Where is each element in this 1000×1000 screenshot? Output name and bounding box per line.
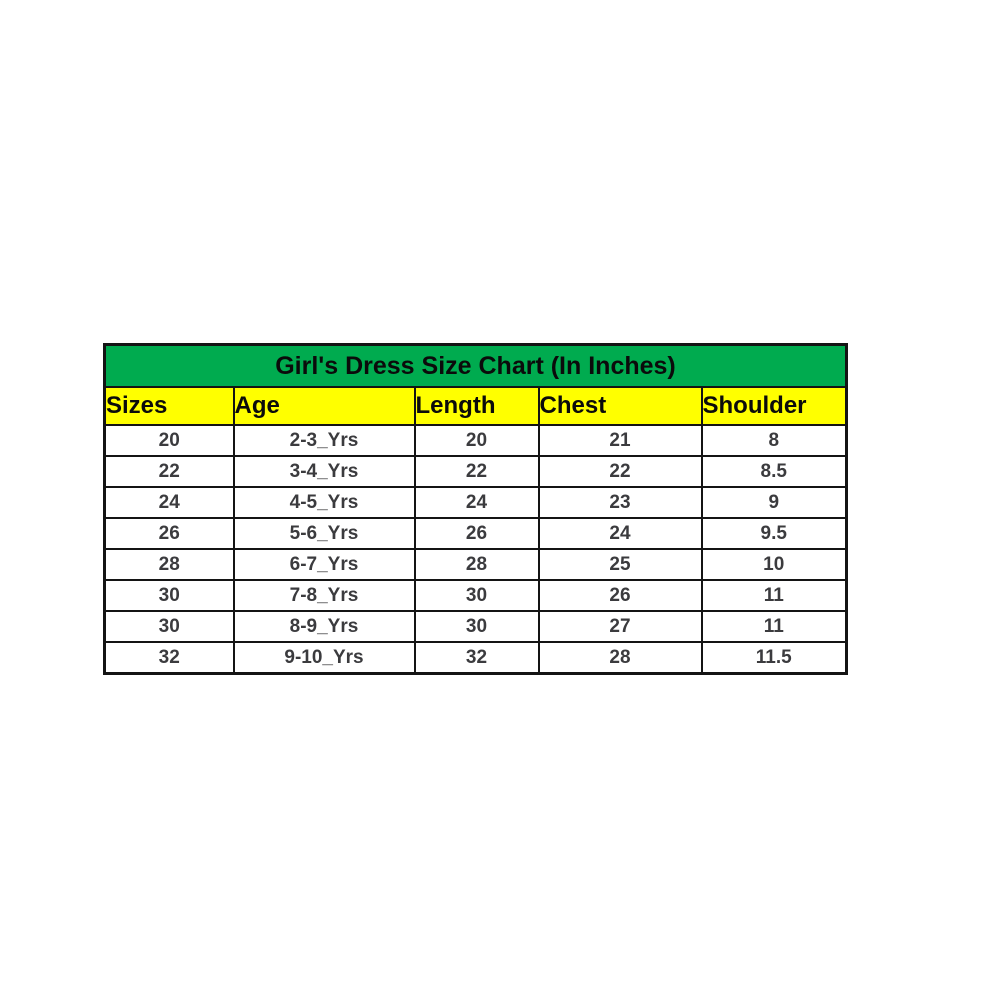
size-cell: 32 xyxy=(103,641,235,675)
table-row: 32 9-10_Yrs 32 28 11.5 xyxy=(103,641,848,675)
size-cell: 30 xyxy=(103,610,235,643)
chest-cell: 25 xyxy=(537,548,703,581)
shoulder-cell: 8.5 xyxy=(700,455,848,488)
table-row: 30 8-9_Yrs 30 27 11 xyxy=(103,610,848,643)
age-cell: 9-10_Yrs xyxy=(232,641,416,675)
shoulder-cell: 11 xyxy=(700,579,848,612)
size-cell: 30 xyxy=(103,579,235,612)
shoulder-cell: 11.5 xyxy=(700,641,848,675)
chest-cell: 28 xyxy=(537,641,703,675)
chest-cell: 21 xyxy=(537,424,703,457)
table-row: 20 2-3_Yrs 20 21 8 xyxy=(103,424,848,457)
length-cell: 24 xyxy=(413,486,540,519)
size-cell: 20 xyxy=(103,424,235,457)
column-header-age: Age xyxy=(232,386,416,426)
length-cell: 22 xyxy=(413,455,540,488)
column-header-sizes: Sizes xyxy=(103,386,235,426)
table-row: 22 3-4_Yrs 22 22 8.5 xyxy=(103,455,848,488)
size-chart-table: Girl's Dress Size Chart (In Inches) Size… xyxy=(103,343,848,675)
header-row: Sizes Age Length Chest Shoulder xyxy=(103,386,848,426)
column-header-chest: Chest xyxy=(537,386,703,426)
shoulder-cell: 8 xyxy=(700,424,848,457)
age-cell: 7-8_Yrs xyxy=(232,579,416,612)
shoulder-cell: 9 xyxy=(700,486,848,519)
shoulder-cell: 9.5 xyxy=(700,517,848,550)
length-cell: 30 xyxy=(413,579,540,612)
shoulder-cell: 10 xyxy=(700,548,848,581)
length-cell: 30 xyxy=(413,610,540,643)
size-cell: 22 xyxy=(103,455,235,488)
table-row: 24 4-5_Yrs 24 23 9 xyxy=(103,486,848,519)
chest-cell: 22 xyxy=(537,455,703,488)
table-row: 28 6-7_Yrs 28 25 10 xyxy=(103,548,848,581)
length-cell: 32 xyxy=(413,641,540,675)
chest-cell: 26 xyxy=(537,579,703,612)
chest-cell: 23 xyxy=(537,486,703,519)
length-cell: 26 xyxy=(413,517,540,550)
age-cell: 6-7_Yrs xyxy=(232,548,416,581)
chart-title: Girl's Dress Size Chart (In Inches) xyxy=(103,343,848,388)
length-cell: 28 xyxy=(413,548,540,581)
column-header-shoulder: Shoulder xyxy=(700,386,848,426)
column-header-length: Length xyxy=(413,386,540,426)
chest-cell: 27 xyxy=(537,610,703,643)
size-cell: 28 xyxy=(103,548,235,581)
table-row: 30 7-8_Yrs 30 26 11 xyxy=(103,579,848,612)
age-cell: 3-4_Yrs xyxy=(232,455,416,488)
age-cell: 8-9_Yrs xyxy=(232,610,416,643)
title-row: Girl's Dress Size Chart (In Inches) xyxy=(103,343,848,388)
age-cell: 5-6_Yrs xyxy=(232,517,416,550)
chest-cell: 24 xyxy=(537,517,703,550)
size-cell: 24 xyxy=(103,486,235,519)
age-cell: 2-3_Yrs xyxy=(232,424,416,457)
size-cell: 26 xyxy=(103,517,235,550)
shoulder-cell: 11 xyxy=(700,610,848,643)
table-row: 26 5-6_Yrs 26 24 9.5 xyxy=(103,517,848,550)
age-cell: 4-5_Yrs xyxy=(232,486,416,519)
length-cell: 20 xyxy=(413,424,540,457)
